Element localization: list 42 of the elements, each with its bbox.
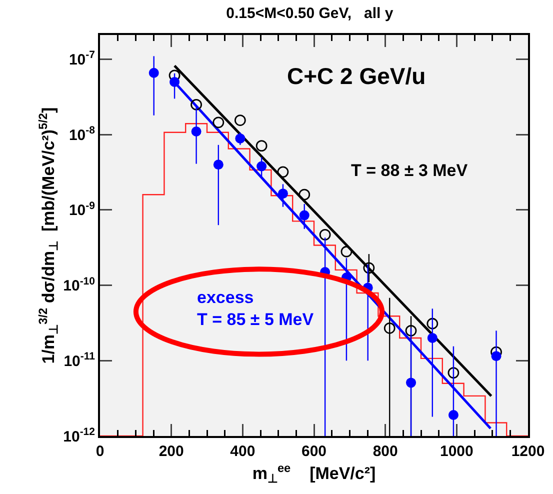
point xyxy=(427,332,438,343)
point xyxy=(212,116,224,128)
point xyxy=(256,140,268,152)
annotation: excess T = 85 ± 5 MeV xyxy=(197,288,314,330)
x-tick-label: 0 xyxy=(96,443,104,460)
point xyxy=(363,262,375,274)
point xyxy=(384,322,396,334)
x-tick-label: 800 xyxy=(372,443,398,460)
point xyxy=(213,160,224,170)
point xyxy=(148,68,159,78)
point xyxy=(170,76,180,87)
annotation: T = 88 ± 3 MeV xyxy=(351,161,468,180)
point xyxy=(448,410,458,420)
y-tick-label: 10$^{-7}$ xyxy=(68,49,96,69)
point xyxy=(340,246,352,258)
point xyxy=(405,324,417,336)
x-tick-label: 200 xyxy=(158,443,184,460)
x-tick-label: 400 xyxy=(230,443,256,460)
point xyxy=(277,166,289,178)
y-tick-label: 10$^{-9}$ xyxy=(68,200,96,220)
y-tick-label: 10$^{-8}$ xyxy=(68,124,96,144)
x-tick-label: 600 xyxy=(301,443,327,460)
chart-title: 0.15<M<0.50 GeV, all y xyxy=(226,4,394,22)
point xyxy=(234,114,246,126)
annotation: C+C 2 GeV/u xyxy=(287,63,426,89)
point xyxy=(190,98,202,110)
point xyxy=(298,188,310,200)
x-tick-label: 1000 xyxy=(440,443,474,460)
point xyxy=(491,351,502,362)
point xyxy=(191,126,202,136)
point xyxy=(235,133,246,144)
y-tick-label: 10$^{-12}$ xyxy=(63,426,96,446)
point xyxy=(406,378,416,388)
point xyxy=(426,318,438,330)
point xyxy=(299,210,310,220)
y-tick-label: 10$^{-11}$ xyxy=(64,350,96,370)
point xyxy=(448,367,460,378)
x-tick-label: 1200 xyxy=(511,443,545,460)
y-tick-label: 10$^{-10}$ xyxy=(63,275,96,295)
point xyxy=(278,188,288,199)
point xyxy=(256,161,267,172)
point xyxy=(319,228,331,240)
